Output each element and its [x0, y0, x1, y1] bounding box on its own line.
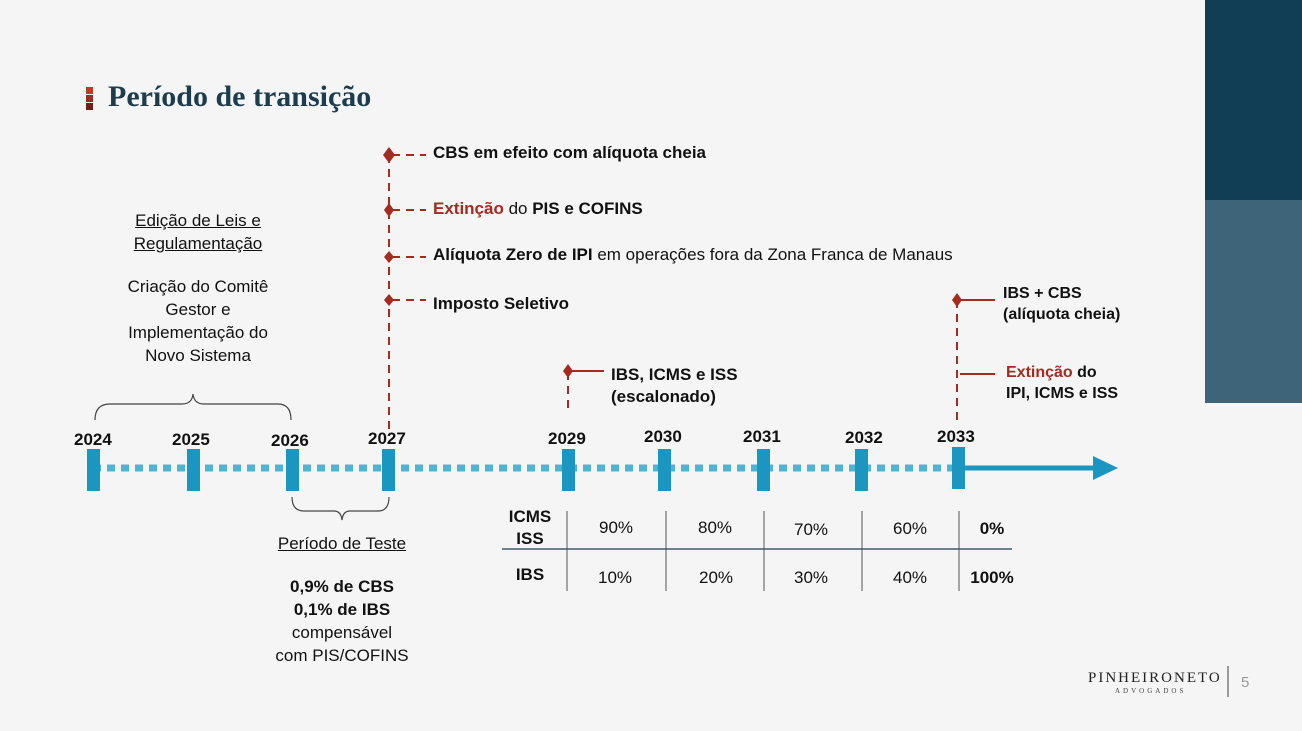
brace-2026-2027: [291, 496, 390, 521]
test-period-line3: compensável: [291, 623, 393, 642]
tick-2025: [187, 449, 200, 491]
test-period-note: Período de Teste 0,9% de CBS 0,1% de IBS…: [242, 532, 442, 667]
diamond-icon: [384, 203, 394, 217]
legislation-heading-1: Edição de Leis e: [135, 211, 261, 230]
year-label: 2025: [172, 430, 210, 449]
event-2027-selective-tax: Imposto Seletivo: [433, 294, 570, 313]
year-label: 2033: [937, 427, 975, 446]
tick-2030: [658, 449, 671, 491]
legislation-body-1: Criação do Comitê: [127, 277, 269, 296]
table-cell: 80%: [697, 518, 733, 537]
table-cell: 60%: [892, 519, 928, 538]
diamond-icon: [563, 364, 573, 378]
tick-2024: [87, 449, 100, 491]
table-cell: 70%: [793, 520, 829, 539]
brace-2024-2026: [94, 393, 292, 421]
event-2027-extinction: Extinção do PIS e COFINS: [433, 199, 643, 218]
logo-main: PINHEIRONETO: [1088, 670, 1222, 686]
table-cell: 30%: [793, 568, 829, 587]
tick-2029: [562, 449, 575, 491]
tick-2031: [757, 449, 770, 491]
legislation-note: Edição de Leis e Regulamentação Criação …: [98, 209, 298, 367]
timeline-arrow-head-icon: [1093, 456, 1118, 480]
test-period-line4: com PIS/COFINS: [275, 646, 409, 665]
event-2033-extinction: Extinção do IPI, ICMS e ISS: [1006, 364, 1119, 402]
legislation-body-2: Gestor e: [165, 300, 231, 319]
table-cell: 10%: [597, 568, 633, 587]
tick-2026: [286, 449, 299, 491]
table-cell: 100%: [970, 568, 1014, 587]
event-2029: IBS, ICMS e ISS (escalonado): [611, 365, 738, 406]
decorative-block-steel: [1205, 200, 1302, 403]
table-row-label-ibs: IBS: [515, 565, 545, 584]
table-cell: 0%: [979, 519, 1005, 538]
legislation-body-3: Implementação do: [128, 323, 268, 342]
test-period-heading: Período de Teste: [277, 534, 407, 553]
year-label: 2029: [548, 429, 586, 448]
diamond-icon: [383, 147, 395, 163]
table-row-label-icms-iss: ICMS ISS: [508, 507, 552, 548]
page-number: 5: [1241, 674, 1250, 691]
year-label: 2031: [743, 427, 781, 446]
legislation-heading-2: Regulamentação: [133, 234, 263, 253]
test-period-cbs: 0,9% de CBS: [290, 577, 394, 596]
logo-sub: ADVOGADOS: [1115, 687, 1187, 695]
year-label: 2026: [271, 431, 309, 450]
event-2027-cbs: CBS em efeito com alíquota cheia: [433, 143, 707, 162]
table-cell: 20%: [698, 568, 734, 587]
year-label: 2032: [845, 428, 883, 447]
year-label: 2030: [644, 427, 682, 446]
test-period-ibs: 0,1% de IBS: [293, 600, 391, 619]
diamond-icon: [952, 293, 962, 307]
table-cell: 40%: [892, 568, 928, 587]
tick-2027: [382, 449, 395, 491]
table-cell: 90%: [598, 518, 634, 537]
year-label: 2027: [368, 429, 406, 448]
diamond-icon: [384, 294, 394, 306]
tick-2033: [952, 447, 965, 489]
title-marker-icon: [86, 87, 93, 110]
event-2027-ipi: Alíquota Zero de IPI em operações fora d…: [433, 245, 953, 264]
page-title: Período de transição: [108, 80, 372, 113]
tick-2032: [855, 449, 868, 491]
decorative-block-dark: [1205, 0, 1302, 200]
event-2033-full-rate: IBS + CBS (alíquota cheia): [1003, 285, 1121, 323]
year-label: 2024: [74, 430, 112, 449]
legislation-body-4: Novo Sistema: [145, 346, 251, 365]
diamond-icon: [384, 251, 394, 263]
